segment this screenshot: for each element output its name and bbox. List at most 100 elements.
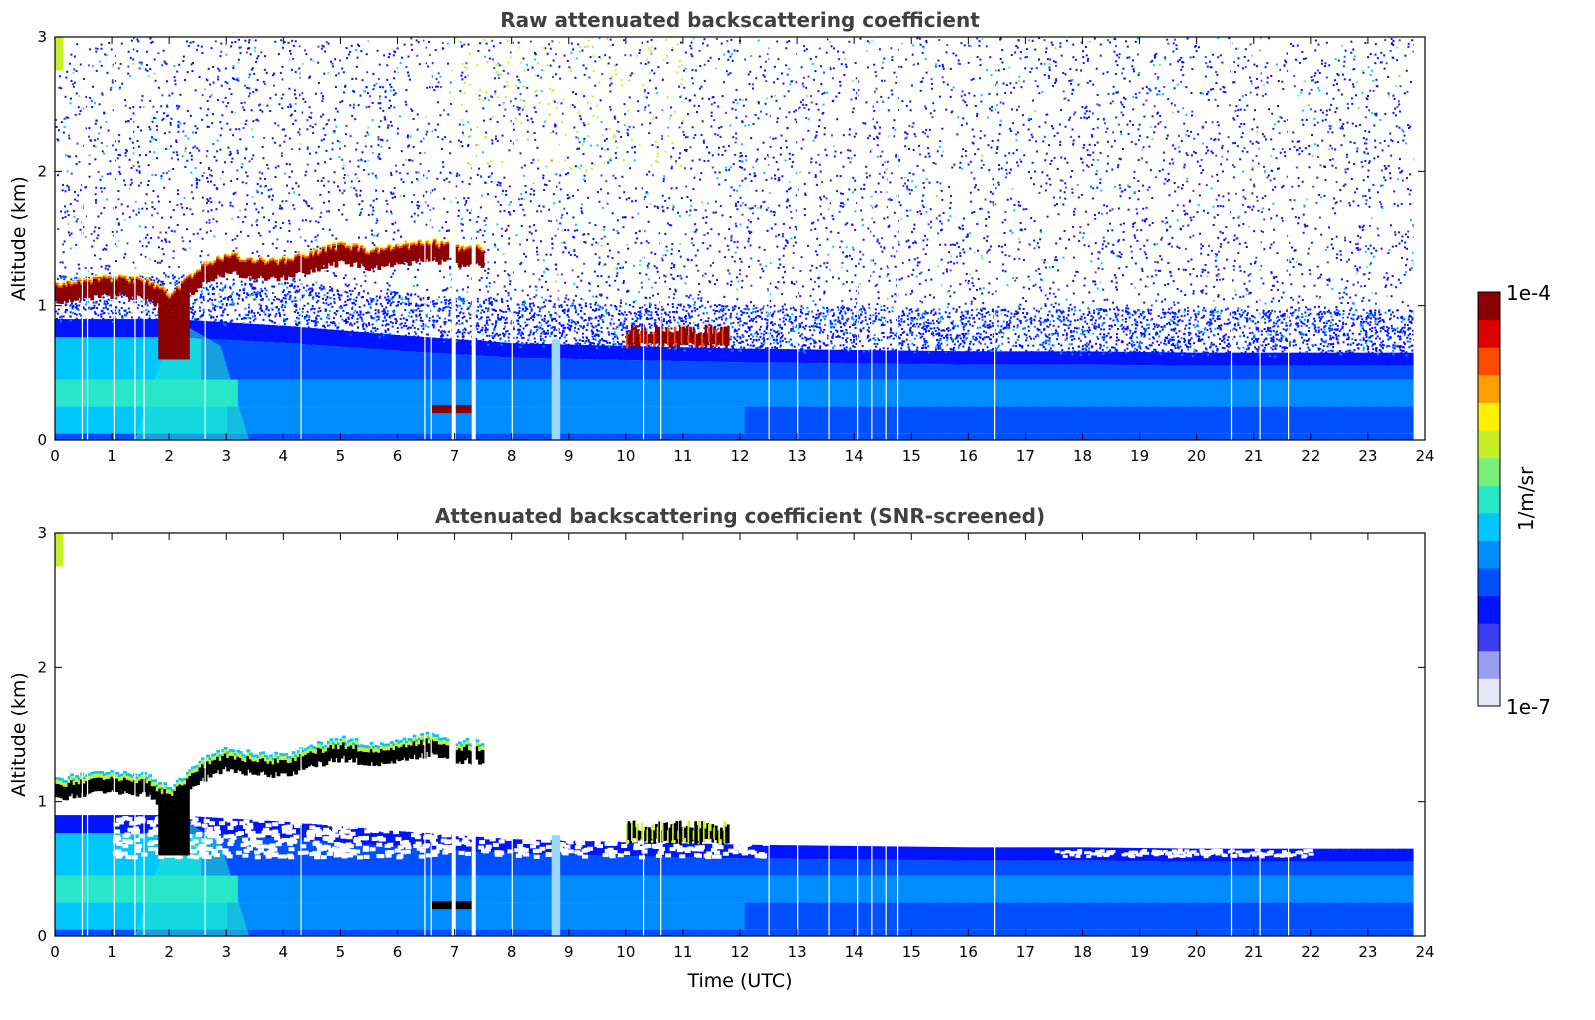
- x-tick-label: 18: [1073, 943, 1092, 961]
- x-tick-label: 4: [279, 447, 289, 465]
- data-gap: [1288, 533, 1290, 936]
- data-gap: [896, 37, 899, 440]
- colorbar-min-label: 1e-7: [1506, 695, 1551, 719]
- x-tick-label: 2: [164, 447, 174, 465]
- x-tick-label: 9: [564, 943, 574, 961]
- data-gap: [143, 37, 145, 440]
- colorbar-swatch: [1478, 650, 1500, 679]
- x-tick-label: 23: [1358, 943, 1377, 961]
- x-tick-label: 5: [336, 447, 346, 465]
- x-tick-label: 16: [959, 943, 978, 961]
- data-gap: [471, 37, 476, 440]
- top-artifact: [55, 37, 64, 71]
- x-axis-label: Time (UTC): [686, 970, 792, 992]
- x-tick-label: 17: [1016, 447, 1035, 465]
- x-tick-label: 13: [788, 943, 807, 961]
- data-gap: [642, 37, 645, 440]
- heatmap-area: [55, 37, 1425, 440]
- colorbar-swatch: [1478, 595, 1500, 624]
- data-gap: [642, 533, 645, 936]
- data-gaps: [81, 37, 1290, 440]
- data-gap: [204, 533, 206, 936]
- x-tick-label: 1: [107, 943, 117, 961]
- data-gap: [134, 37, 136, 440]
- cloud-layer: [55, 731, 485, 856]
- data-gap: [557, 37, 559, 440]
- data-gap: [1230, 533, 1233, 936]
- x-tick-label: 6: [393, 447, 403, 465]
- x-tick-label: 11: [673, 447, 692, 465]
- x-tick-label: 24: [1415, 447, 1434, 465]
- x-tick-label: 9: [564, 447, 574, 465]
- x-tick-label: 12: [730, 943, 749, 961]
- colorbar-swatch: [1478, 292, 1500, 321]
- y-tick-label: 0: [37, 431, 47, 449]
- colorbar-swatch: [1478, 623, 1500, 652]
- chart-title: Raw attenuated backscattering coefficien…: [500, 8, 980, 32]
- x-tick-label: 22: [1301, 447, 1320, 465]
- data-gap: [857, 37, 859, 440]
- panel-raw: 0 1 2 3 4 5 6 7 8 9 10 11 12 13 14 15 16 17 18 19 20 21 22 23 24…: [8, 8, 1435, 465]
- data-gap: [871, 37, 873, 440]
- y-tick-label: 2: [37, 162, 47, 180]
- colorbar-swatch: [1478, 374, 1500, 403]
- data-gap: [1259, 533, 1261, 936]
- cloud-layer: [55, 238, 485, 360]
- x-tick-label: 4: [279, 943, 289, 961]
- data-gap: [81, 533, 84, 936]
- x-tick-label: 24: [1415, 943, 1434, 961]
- x-tick-label: 3: [221, 447, 231, 465]
- aerosol-plume: [134, 319, 250, 440]
- colorbar-swatch: [1478, 568, 1500, 597]
- data-gap: [113, 533, 115, 936]
- x-tick-label: 13: [788, 447, 807, 465]
- data-gap: [86, 533, 89, 936]
- x-tick-label: 6: [393, 943, 403, 961]
- data-gap: [871, 533, 873, 936]
- mid-cloud: [625, 820, 730, 845]
- data-gap: [471, 533, 476, 936]
- top-artifact: [55, 533, 64, 567]
- data-gap: [660, 533, 662, 936]
- data-gap: [1288, 37, 1290, 440]
- data-gap: [857, 533, 859, 936]
- data-gap: [511, 37, 513, 440]
- data-gap: [451, 533, 456, 936]
- mid-cloud: [625, 324, 730, 349]
- data-gap: [828, 37, 830, 440]
- data-gap: [113, 37, 115, 440]
- y-tick-label: 1: [37, 297, 47, 315]
- y-axis-label: Altitude (km): [8, 176, 30, 301]
- data-gaps: [81, 533, 1290, 936]
- data-gap: [1259, 37, 1261, 440]
- x-tick-label: 15: [902, 447, 921, 465]
- x-tick-label: 15: [902, 943, 921, 961]
- x-tick-label: 0: [50, 943, 60, 961]
- y-tick-label: 2: [37, 658, 47, 676]
- colorbar-swatch: [1478, 678, 1500, 707]
- no-data-end: [1413, 533, 1425, 936]
- x-tick-label: 16: [959, 447, 978, 465]
- data-gap: [885, 37, 887, 440]
- data-gap: [430, 37, 432, 440]
- colorbar-swatch: [1478, 319, 1500, 348]
- x-tick-label: 12: [730, 447, 749, 465]
- colorbar-unit-label: 1/m/sr: [1514, 466, 1538, 531]
- data-gap: [797, 37, 799, 440]
- data-gap: [511, 533, 513, 936]
- data-gap: [551, 835, 561, 936]
- data-gap: [300, 37, 302, 440]
- data-gap: [896, 533, 899, 936]
- aerosol-plume: [134, 815, 250, 936]
- colorbar-swatch: [1478, 402, 1500, 431]
- x-tick-label: 1: [107, 447, 117, 465]
- x-tick-label: 11: [673, 943, 692, 961]
- x-tick-label: 14: [845, 943, 864, 961]
- data-gap: [424, 37, 426, 440]
- data-gap: [768, 533, 770, 936]
- colorbar-swatch: [1478, 512, 1500, 541]
- y-tick-label: 3: [37, 28, 47, 46]
- no-data-end: [1413, 37, 1425, 440]
- colorbar-frame: [1477, 291, 1501, 707]
